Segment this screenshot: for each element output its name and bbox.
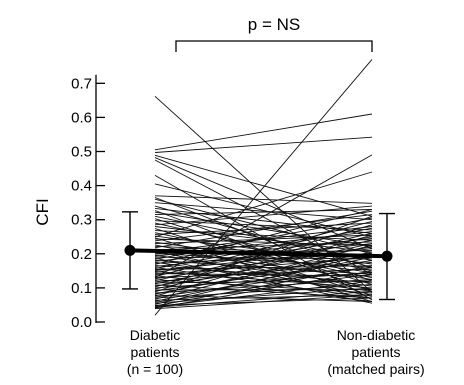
pair-line xyxy=(154,136,373,153)
pair-line xyxy=(154,243,373,290)
pair-line xyxy=(154,209,373,216)
y-tick-label: 0.5 xyxy=(71,144,92,161)
pair-line xyxy=(154,248,373,280)
pair-line xyxy=(154,154,373,279)
y-axis-label: CFI xyxy=(33,198,52,225)
pair-line xyxy=(154,210,373,249)
category-label: Non-diabetic xyxy=(337,327,416,343)
category-label: (n = 100) xyxy=(127,361,183,377)
mean-connector xyxy=(129,248,388,259)
pair-line xyxy=(154,264,373,284)
pair-line xyxy=(154,253,373,305)
y-tick-label: 0.7 xyxy=(71,75,92,92)
category-label: Diabetic xyxy=(130,327,181,343)
y-tick-label: 0.6 xyxy=(71,109,92,126)
pair-line xyxy=(154,157,373,250)
pair-line xyxy=(154,251,373,295)
significance-label: p = NS xyxy=(248,15,300,34)
diabetic-mean-point xyxy=(124,244,136,256)
category-label: (matched pairs) xyxy=(327,361,424,377)
pair-line xyxy=(154,220,373,278)
pair-line xyxy=(154,290,373,308)
category-label: patients xyxy=(130,344,179,360)
pair-line xyxy=(154,272,373,289)
bracket-line xyxy=(175,40,373,52)
summary-markers xyxy=(122,211,395,301)
pair-line xyxy=(154,238,373,246)
category-label: patients xyxy=(351,344,400,360)
pair-line xyxy=(154,246,373,280)
non-diabetic-mean-point xyxy=(381,250,393,262)
pair-line xyxy=(154,273,373,303)
pair-line xyxy=(154,59,373,316)
y-tick-label: 0.2 xyxy=(71,246,92,263)
y-tick-label: 0.1 xyxy=(71,280,92,297)
pair-line xyxy=(154,171,373,238)
y-tick-label: 0.3 xyxy=(71,212,92,229)
pair-line xyxy=(154,265,373,307)
significance-bracket: p = NS xyxy=(175,15,373,52)
y-tick-label: 0.4 xyxy=(71,178,92,195)
y-tick-label: 0.0 xyxy=(71,314,92,331)
pair-line xyxy=(154,255,373,287)
pair-line xyxy=(154,241,373,251)
pair-line xyxy=(154,294,373,310)
pair-line xyxy=(154,205,373,226)
pair-line xyxy=(154,195,373,204)
pair-line xyxy=(154,234,373,297)
pair-line xyxy=(154,224,373,288)
pair-line xyxy=(154,113,373,151)
pair-line xyxy=(154,265,373,270)
pair-line xyxy=(154,270,373,309)
pair-line xyxy=(154,280,373,308)
paired-lines xyxy=(154,59,373,316)
pair-line xyxy=(154,287,373,304)
pair-line xyxy=(154,220,373,231)
pair-line xyxy=(154,209,373,265)
y-axis: 0.0 0.1 0.2 0.3 0.4 0.5 0.6 0.7 xyxy=(71,74,105,331)
pair-line xyxy=(154,154,373,217)
